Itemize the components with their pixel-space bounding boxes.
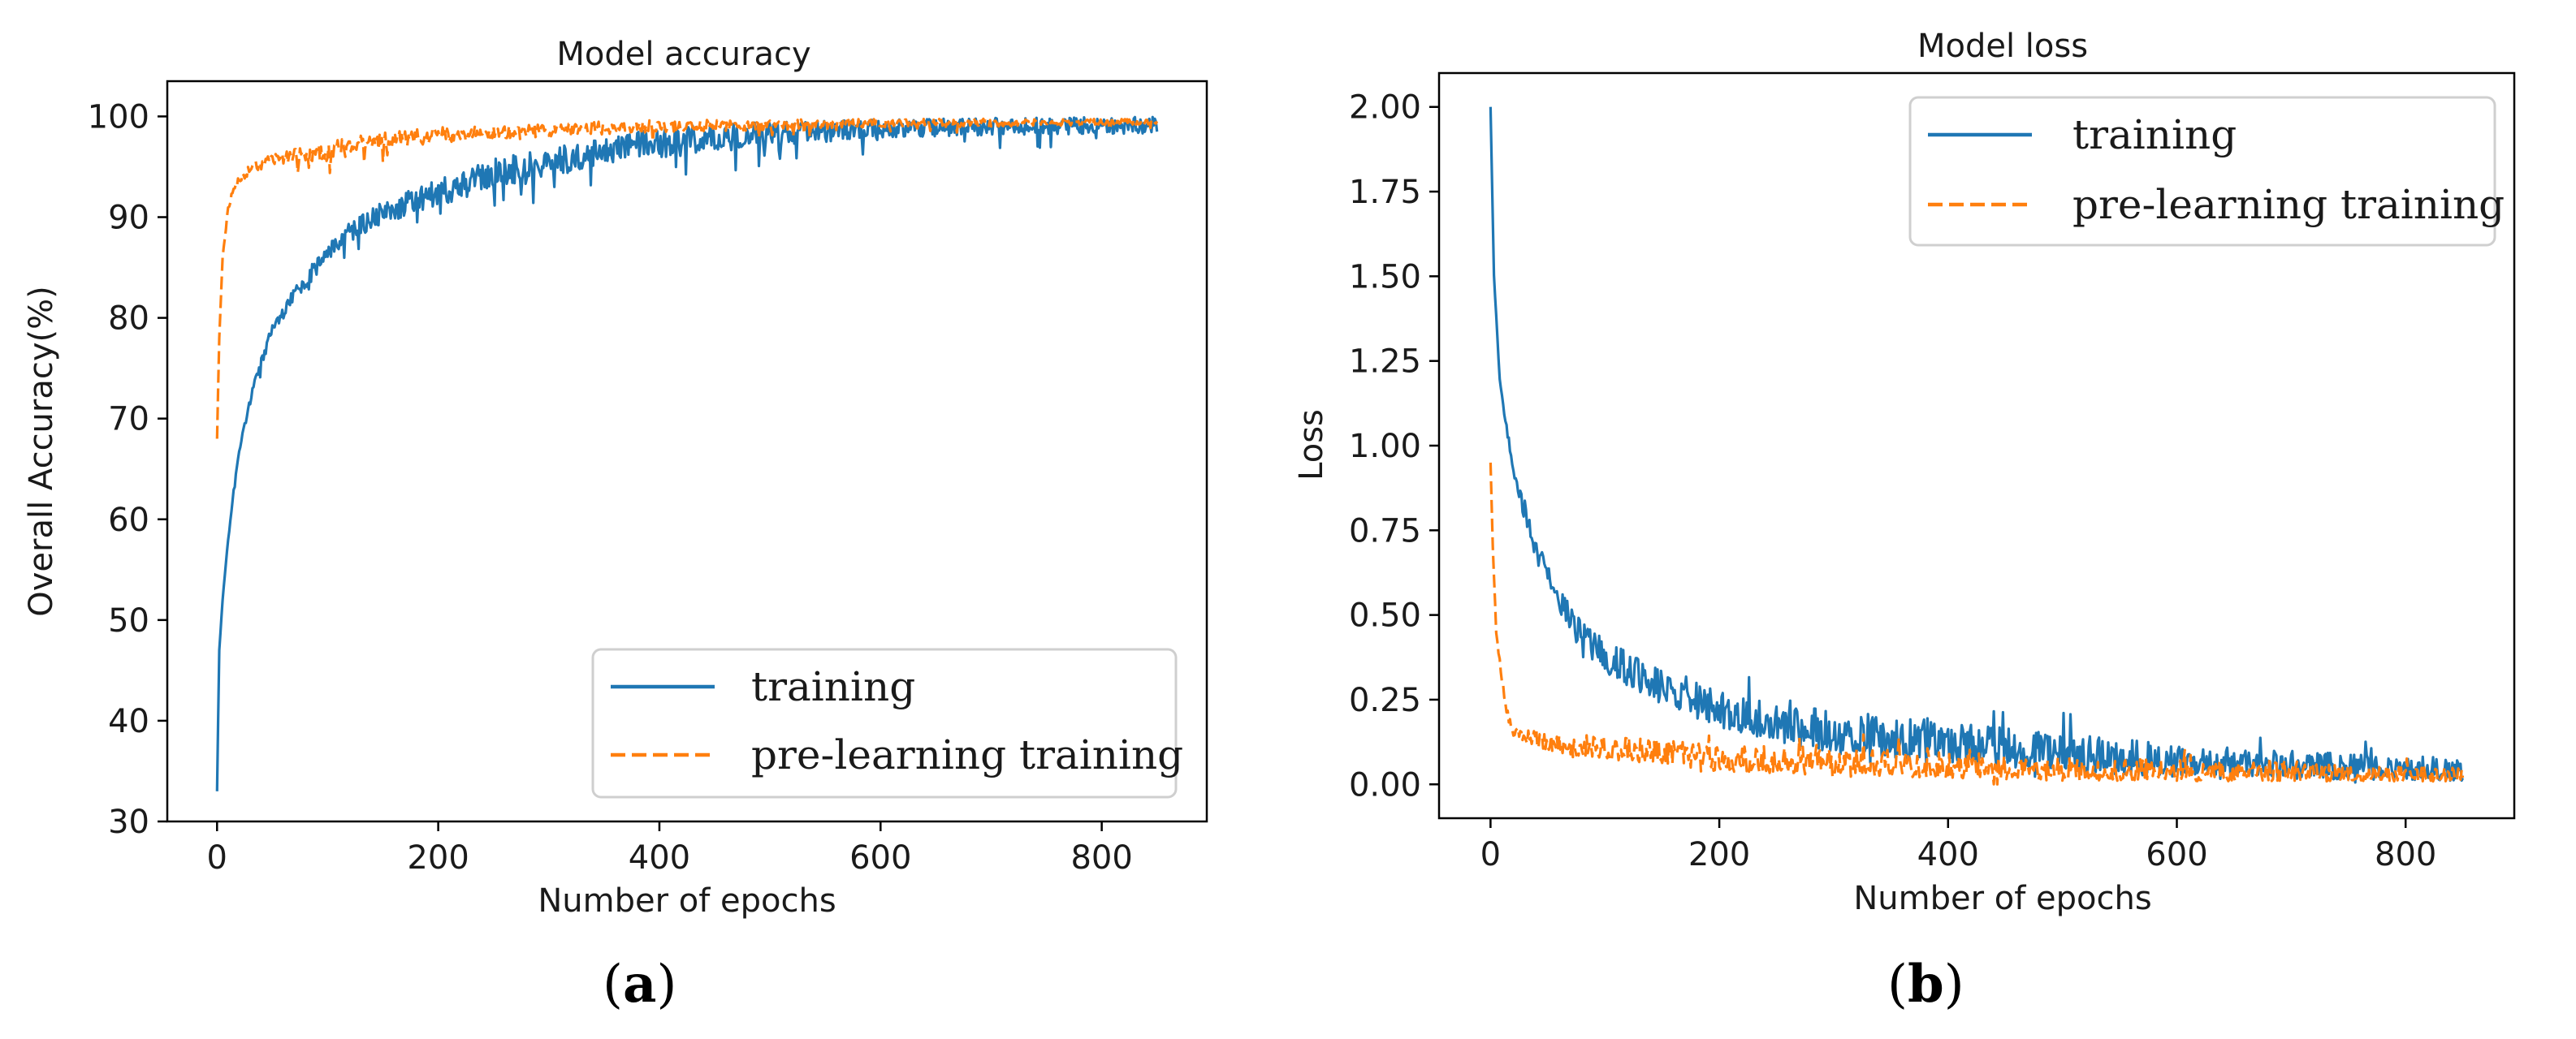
loss-legend-label-pretraining: pre-learning training — [2072, 181, 2505, 228]
accuracy-x-tick-label: 200 — [407, 839, 469, 877]
loss-y-tick-label: 0.75 — [1349, 512, 1421, 550]
svg-text:(b): (b) — [1887, 954, 1964, 1015]
accuracy-legend-label-pretraining: pre-learning training — [751, 731, 1183, 778]
svg-text:(a): (a) — [603, 954, 676, 1015]
accuracy-legend-label-training: training — [751, 663, 915, 710]
loss-y-tick-label: 0.25 — [1349, 682, 1421, 719]
loss-series-pre-learning-training-line — [1489, 462, 2465, 786]
loss-x-tick-label: 800 — [2375, 836, 2436, 873]
loss-y-tick-label: 0.50 — [1349, 597, 1421, 635]
accuracy-x-tick-label: 0 — [207, 839, 227, 877]
loss-chart: Model loss 0.00 0.25 0.50 0.75 1.00 1.25 1.50 1… — [1293, 28, 2516, 1015]
panel-label-a-letter: a — [623, 954, 656, 1015]
loss-legend-box — [1908, 96, 2496, 247]
accuracy-legend-box — [591, 648, 1178, 799]
loss-y-tick-label: 1.50 — [1349, 258, 1421, 295]
accuracy-series-pre-learning-training-line — [215, 117, 1159, 439]
loss-y-tick-label: 2.00 — [1349, 89, 1421, 127]
accuracy-y-tick-label: 90 — [108, 200, 149, 237]
loss-plot-frame — [1437, 71, 2516, 820]
loss-series — [1489, 106, 2465, 786]
accuracy-x-tick-label: 800 — [1070, 839, 1132, 877]
accuracy-x-tick-label: 600 — [849, 839, 911, 877]
accuracy-y-tick-label: 100 — [88, 98, 149, 136]
accuracy-x-ticks: 0 200 400 600 800 — [207, 821, 1133, 877]
loss-x-ticks: 0 200 400 600 800 — [1480, 818, 2436, 873]
loss-x-tick-label: 400 — [1917, 836, 1979, 873]
loss-y-axis-label: Loss — [1293, 409, 1330, 481]
accuracy-y-tick-label: 60 — [108, 502, 149, 539]
accuracy-series — [215, 115, 1159, 791]
accuracy-plot-frame — [166, 80, 1208, 823]
accuracy-y-tick-label: 40 — [108, 703, 149, 740]
panel-label-a: (a) — [603, 954, 676, 1015]
accuracy-chart-title: Model accuracy — [556, 36, 810, 73]
loss-x-tick-label: 200 — [1688, 836, 1750, 873]
loss-y-tick-label: 1.75 — [1349, 174, 1421, 211]
accuracy-legend: training pre-learning training — [591, 648, 1183, 799]
loss-y-tick-label: 0.00 — [1349, 766, 1421, 804]
accuracy-x-tick-label: 400 — [629, 839, 690, 877]
accuracy-x-axis-label: Number of epochs — [538, 882, 836, 920]
panel-label-b-close-paren: ) — [1944, 955, 1964, 1015]
loss-y-tick-label: 1.25 — [1349, 343, 1421, 381]
accuracy-y-ticks: 30 40 50 60 70 80 90 100 — [88, 98, 167, 841]
panel-label-b-letter: b — [1908, 954, 1944, 1015]
accuracy-y-tick-label: 70 — [108, 401, 149, 438]
accuracy-y-tick-label: 80 — [108, 300, 149, 338]
loss-y-ticks: 0.00 0.25 0.50 0.75 1.00 1.25 1.50 1.75 2.00 — [1349, 89, 1439, 804]
accuracy-series-training-line — [215, 115, 1159, 791]
panel-label-a-close-paren: ) — [656, 955, 676, 1015]
accuracy-chart: Model accuracy 30 40 50 60 70 80 90 100 0 200 400… — [23, 36, 1208, 1015]
loss-x-axis-label: Number of epochs — [1853, 880, 2151, 917]
panel-label-b-open-paren: ( — [1887, 955, 1908, 1015]
loss-x-tick-label: 0 — [1480, 836, 1501, 873]
loss-legend: training pre-learning training — [1908, 96, 2505, 247]
accuracy-y-tick-label: 50 — [108, 602, 149, 640]
loss-x-tick-label: 600 — [2146, 836, 2207, 873]
accuracy-y-axis-label: Overall Accuracy(%) — [23, 286, 60, 617]
loss-y-tick-label: 1.00 — [1349, 428, 1421, 465]
accuracy-y-tick-label: 30 — [108, 804, 149, 841]
panel-label-b: (b) — [1887, 954, 1964, 1015]
loss-chart-title: Model loss — [1917, 28, 2088, 65]
panel-label-a-open-paren: ( — [603, 955, 623, 1015]
loss-legend-label-training: training — [2072, 111, 2237, 158]
